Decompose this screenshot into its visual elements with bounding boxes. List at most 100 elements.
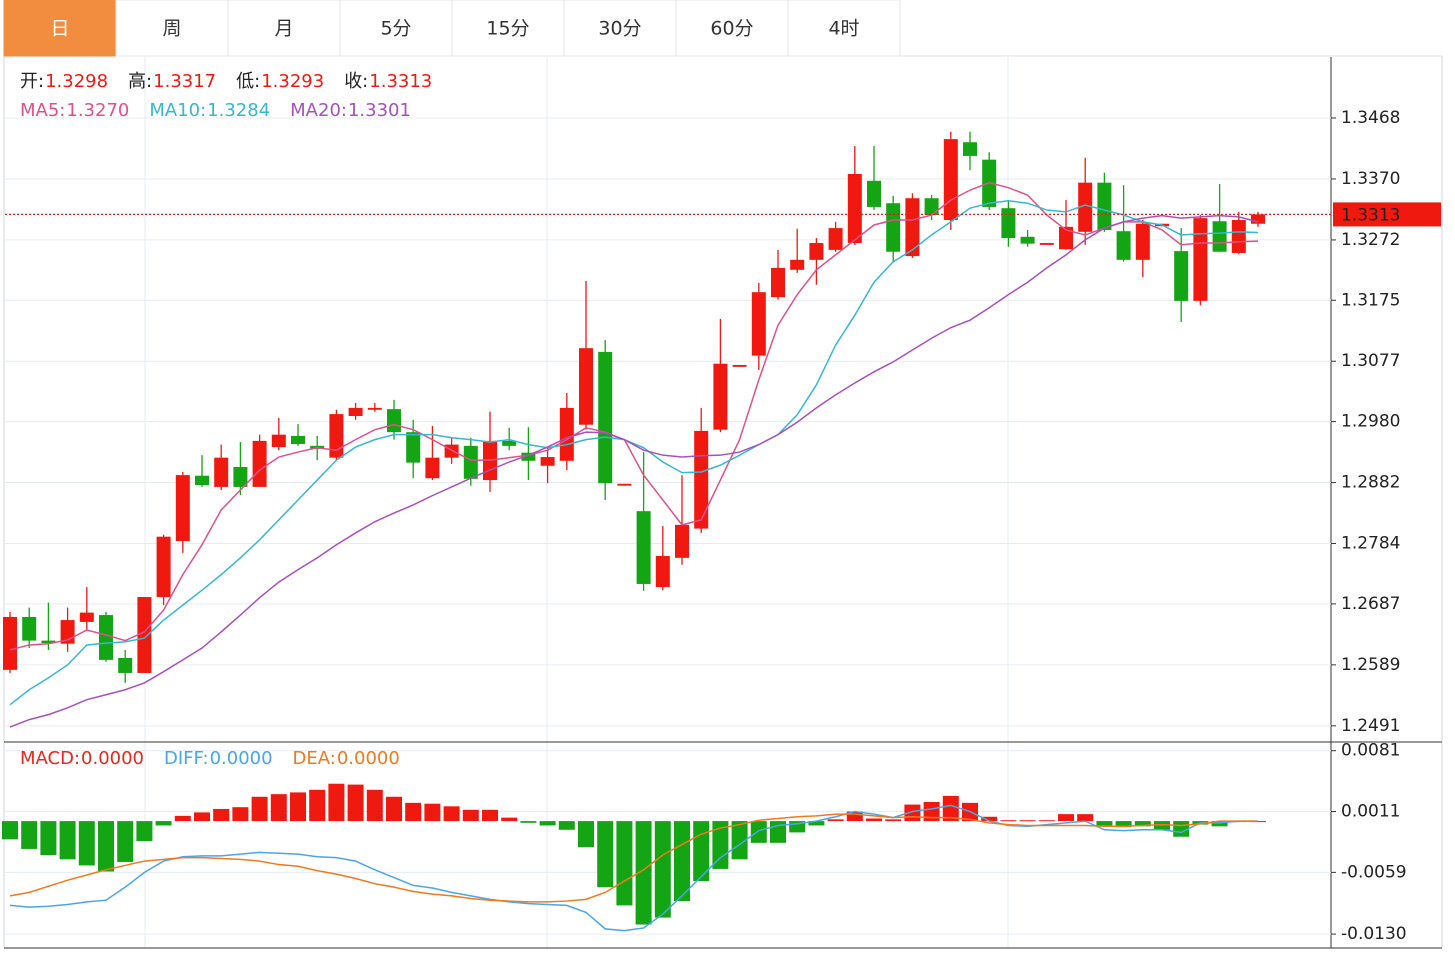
- candle-body: [1039, 243, 1054, 245]
- y-tick-label: 0.0081: [1341, 741, 1400, 761]
- candle-body: [1001, 208, 1016, 239]
- y-tick-label: 1.2589: [1341, 655, 1400, 675]
- macd-bar: [501, 817, 518, 822]
- tab[interactable]: 周: [115, 0, 229, 57]
- macd-bar: [1096, 821, 1113, 826]
- macd-bar: [290, 792, 306, 822]
- macd-bar: [482, 809, 498, 822]
- candle-body: [406, 432, 421, 463]
- readout-value: 1.3293: [261, 71, 324, 92]
- readout-name: MACD:: [20, 748, 80, 769]
- macd-bar: [712, 821, 729, 869]
- tab[interactable]: 月: [227, 0, 341, 57]
- macd-bar: [1154, 821, 1170, 830]
- y-tick-label: 1.3272: [1341, 230, 1400, 250]
- candle-body: [291, 435, 305, 444]
- readout-name: 收:: [344, 71, 368, 92]
- readout-name: MA5:: [20, 100, 65, 121]
- tab-label: 15分: [486, 18, 529, 40]
- candle-body: [886, 203, 901, 252]
- macd-bar: [616, 821, 633, 906]
- macd-bar: [885, 819, 902, 822]
- macd-bar: [827, 819, 844, 822]
- readout-value: 1.3301: [348, 100, 411, 121]
- readout-value: 1.3317: [153, 71, 216, 92]
- candle-body: [963, 142, 977, 156]
- tab-background: [451, 0, 565, 57]
- readout-name: DIFF:: [164, 748, 209, 769]
- candle-body: [118, 658, 133, 673]
- candle-body: [3, 616, 17, 670]
- candle-body: [1174, 251, 1189, 301]
- candle-body: [655, 555, 670, 588]
- macd-bar: [578, 821, 594, 848]
- macd-bar: [654, 821, 671, 918]
- macd-bar: [270, 794, 287, 822]
- macd-bar: [635, 821, 652, 925]
- candle-body: [636, 511, 651, 584]
- macd-bar: [2, 821, 18, 840]
- candle-body: [444, 444, 459, 458]
- macd-bar: [1019, 820, 1036, 822]
- readout-value: 0.0000: [210, 748, 273, 769]
- tab-background: [787, 0, 901, 57]
- macd-bar: [558, 821, 575, 830]
- macd-bar: [1077, 814, 1094, 822]
- tab-label: 周: [162, 18, 181, 40]
- tab[interactable]: 60分: [675, 0, 789, 57]
- y-tick-label: 1.2687: [1341, 594, 1400, 614]
- candle-body: [675, 524, 689, 558]
- macd-bar: [136, 821, 153, 842]
- candle-body: [1097, 182, 1112, 230]
- macd-bar: [942, 795, 959, 822]
- tab-background: [675, 0, 789, 57]
- macd-bar: [328, 783, 345, 822]
- tab-label: 日: [50, 18, 69, 40]
- candle-body: [1251, 214, 1265, 224]
- candle-body: [579, 348, 593, 425]
- macd-bar: [155, 821, 172, 826]
- macd-bar: [520, 821, 537, 823]
- candle-body: [1020, 236, 1035, 244]
- macd-bar: [846, 811, 863, 822]
- macd-bar: [117, 821, 134, 862]
- macd-bar: [750, 821, 767, 843]
- tab[interactable]: 4时: [787, 0, 901, 57]
- y-tick-label: -0.0059: [1341, 862, 1407, 882]
- macd-bar: [923, 801, 940, 822]
- y-tick-label: 1.2784: [1341, 534, 1400, 554]
- readout-row: 开:1.3298 高:1.3317 低:1.3293 收:1.3313: [20, 71, 432, 92]
- macd-bar: [347, 784, 364, 822]
- tab[interactable]: 30分: [563, 0, 677, 57]
- macd-bar: [808, 821, 825, 826]
- candle-body: [252, 440, 267, 487]
- candle-body: [1116, 231, 1131, 260]
- candle-body: [828, 228, 843, 250]
- macd-bar: [1000, 820, 1017, 822]
- tab[interactable]: 日: [3, 0, 117, 57]
- readout-name: MA20:: [290, 100, 347, 121]
- tab[interactable]: 15分: [451, 0, 565, 57]
- tab[interactable]: 5分: [339, 0, 453, 57]
- candle-body: [175, 475, 190, 542]
- candle-body: [195, 475, 209, 486]
- tab-background: [339, 0, 453, 57]
- macd-line: [9, 813, 1258, 903]
- candle-body: [99, 615, 113, 660]
- macd-bar: [1115, 821, 1132, 828]
- macd-bar: [789, 821, 806, 833]
- ma-line: [9, 199, 1259, 706]
- macd-bar: [232, 807, 249, 822]
- candle-body: [790, 259, 805, 270]
- y-tick-label: 1.2980: [1341, 412, 1400, 432]
- candle-body: [943, 139, 958, 221]
- tab-label: 4时: [828, 18, 859, 40]
- y-tick-label: 1.3077: [1341, 351, 1400, 371]
- y-tick-label: -0.0130: [1341, 924, 1407, 944]
- candle-body: [79, 612, 94, 622]
- readout-value: 1.3298: [45, 71, 108, 92]
- macd-bar: [40, 821, 57, 855]
- macd-bar: [731, 821, 748, 860]
- candle-body: [137, 597, 152, 673]
- candle-body: [22, 616, 37, 641]
